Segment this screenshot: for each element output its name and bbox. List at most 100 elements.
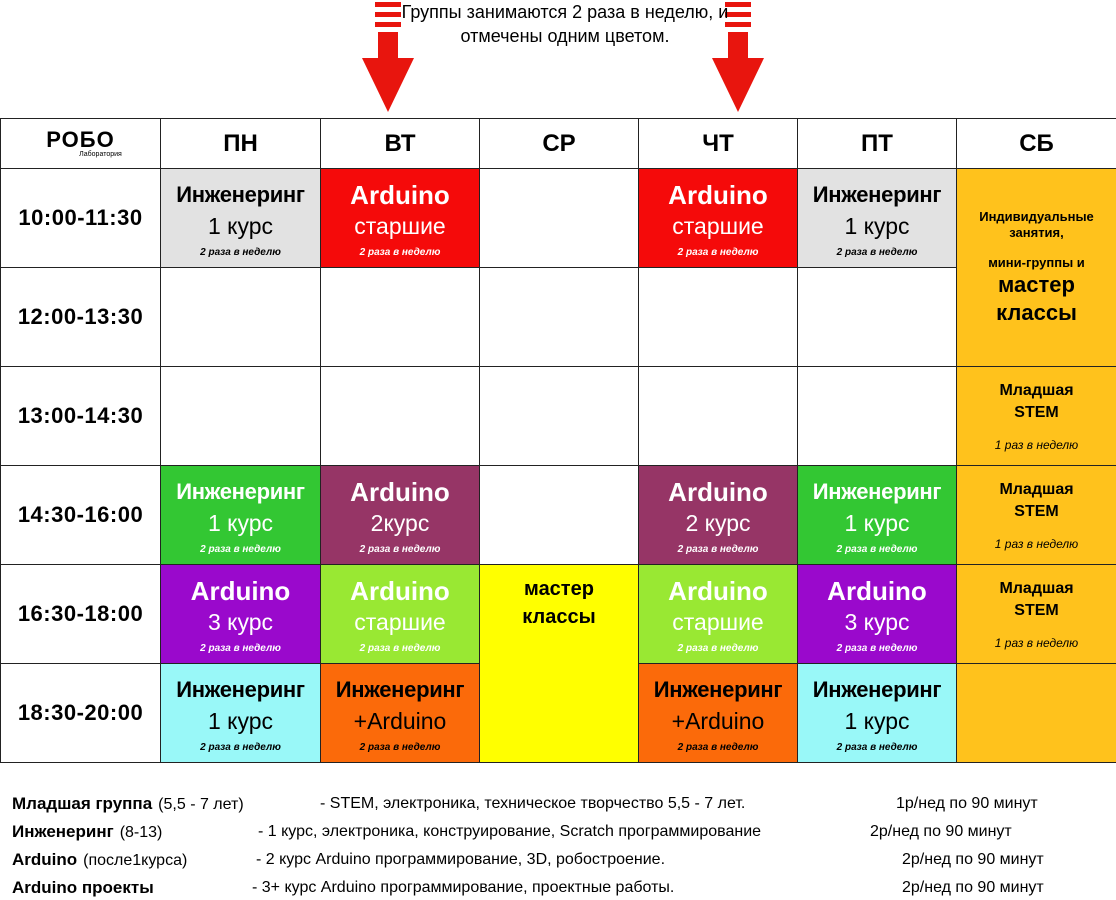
- time-cell: 16:30-18:00: [0, 564, 161, 664]
- schedule-cell: [320, 366, 480, 466]
- cell-title: Младшая STEM: [999, 481, 1074, 520]
- day-label: ПТ: [861, 129, 893, 157]
- legend-row: Младшая группа (5,5 - 7 лет): [12, 794, 244, 814]
- cell-title: Инженеринг: [653, 676, 783, 702]
- schedule-cell: [320, 267, 480, 367]
- cell-title: мастер классы: [522, 578, 596, 628]
- day-label: ПН: [223, 129, 258, 157]
- cell-subtitle: +Arduino: [671, 707, 765, 734]
- time-cell: 12:00-13:30: [0, 267, 161, 367]
- cell-note: 2 раза в неделю: [677, 543, 759, 555]
- schedule-cell: Arduino старшие 2 раза в неделю: [320, 168, 480, 268]
- schedule-cell: [797, 366, 957, 466]
- schedule-cell: Arduino 3 курс 2 раза в неделю: [797, 564, 957, 664]
- schedule-cell: Младшая STEM 1 раз в неделю: [956, 465, 1116, 565]
- schedule-cell: Индивидуальные занятия, мини-группы и маст…: [956, 168, 1116, 367]
- schedule-cell: Младшая STEM 1 раз в неделю: [956, 564, 1116, 664]
- cell-subtitle: 1 курс: [207, 212, 274, 239]
- time-label: 13:00-14:30: [17, 403, 144, 428]
- cell-note: 2 раза в неделю: [836, 741, 918, 753]
- cell-note: 2 раза в неделю: [836, 543, 918, 555]
- schedule-cell: [479, 465, 639, 565]
- cell-subtitle: 1 курс: [844, 212, 910, 239]
- cell-note: 2 раза в неделю: [200, 741, 281, 753]
- day-header: ПТ: [797, 118, 957, 169]
- schedule-cell: Инженеринг 1 курс 2 раза в неделю: [797, 168, 957, 268]
- cell-note: 2 раза в неделю: [677, 246, 759, 258]
- cell-subtitle: 1 курс: [207, 707, 274, 734]
- legend-age: (8-13): [119, 824, 163, 841]
- cell-note: 2 раза в неделю: [200, 246, 281, 258]
- schedule-cell: Arduino старшие 2 раза в неделю: [638, 564, 798, 664]
- cell-title: мастер классы: [996, 271, 1077, 325]
- header-note: Группы занимаются 2 раза в неделю, и отм…: [401, 2, 729, 46]
- cell-subtitle: старшие: [672, 212, 764, 239]
- cell-title: Arduino: [350, 179, 450, 210]
- time-label: 16:30-18:00: [17, 601, 144, 626]
- schedule-cell: [479, 168, 639, 268]
- day-header: СБ: [956, 118, 1116, 169]
- day-label: ВТ: [384, 129, 416, 157]
- day-header: ПН: [160, 118, 321, 169]
- logo-name: РОБО: [46, 127, 115, 152]
- day-header: ВТ: [320, 118, 480, 169]
- schedule-cell: [479, 366, 639, 466]
- schedule-cell: Инженеринг +Arduino 2 раза в неделю: [638, 663, 798, 763]
- schedule-cell: Arduino старшие 2 раза в неделю: [320, 564, 480, 664]
- legend-description: - 2 курс Arduino программирование, 3D, р…: [256, 851, 666, 868]
- logo-subtitle: Лаборатория: [79, 151, 122, 158]
- cell-subtitle: старшие: [354, 212, 446, 239]
- cell-title: Arduino: [668, 476, 768, 507]
- cell-title: Инженеринг: [176, 181, 305, 207]
- schedule-cell: Инженеринг 1 курс 2 раза в неделю: [797, 465, 957, 565]
- cell-title: Инженеринг: [176, 676, 305, 702]
- cell-text: мини-группы и: [988, 254, 1085, 270]
- day-label: СР: [542, 129, 576, 157]
- time-label: 18:30-20:00: [17, 700, 144, 725]
- schedule-cell: [479, 267, 639, 367]
- legend-name: Инженеринг: [12, 822, 114, 841]
- cell-title: Младшая STEM: [999, 382, 1074, 421]
- cell-subtitle: 2 курс: [685, 509, 751, 536]
- legend-description: - STEM, электроника, техническое творчес…: [320, 795, 746, 812]
- schedule-cell: Инженеринг 1 курс 2 раза в неделю: [160, 465, 321, 565]
- schedule-cell: Младшая STEM 1 раз в неделю: [956, 366, 1116, 466]
- logo: РОБО Лаборатория: [0, 118, 161, 169]
- legend-name: Младшая группа: [12, 794, 153, 813]
- legend-description: - 1 курс, электроника, конструирование, …: [258, 823, 762, 840]
- cell-note: 2 раза в неделю: [359, 741, 441, 753]
- cell-title: Инженеринг: [176, 478, 305, 504]
- legend-name: Arduino: [12, 850, 78, 869]
- day-label: ЧТ: [702, 129, 734, 157]
- cell-title: Инженеринг: [812, 478, 942, 504]
- cell-title: Arduino: [668, 575, 768, 606]
- cell-title: Arduino: [827, 575, 927, 606]
- time-label: 12:00-13:30: [17, 304, 144, 329]
- schedule-cell: [797, 267, 957, 367]
- cell-note: 2 раза в неделю: [677, 642, 759, 654]
- cell-subtitle: 1 курс: [207, 509, 274, 536]
- schedule-cell: Инженеринг 1 курс 2 раза в неделю: [160, 663, 321, 763]
- cell-note: 1 раз в неделю: [994, 636, 1079, 650]
- schedule-cell: [160, 366, 321, 466]
- cell-subtitle: 3 курс: [844, 608, 910, 635]
- schedule-cell: Инженеринг 1 курс 2 раза в неделю: [160, 168, 321, 268]
- cell-note: 2 раза в неделю: [359, 246, 441, 258]
- cell-title: Инженеринг: [812, 181, 942, 207]
- cell-note: 2 раза в неделю: [359, 642, 441, 654]
- schedule-cell: [956, 663, 1116, 763]
- legend-name: Arduino проекты: [12, 878, 154, 897]
- cell-note: 2 раза в неделю: [359, 543, 441, 555]
- time-label: 10:00-11:30: [18, 205, 143, 230]
- cell-subtitle: 1 курс: [844, 707, 910, 734]
- day-label: СБ: [1019, 129, 1054, 157]
- cell-subtitle: +Arduino: [353, 707, 447, 734]
- cell-note: 1 раз в неделю: [994, 438, 1079, 452]
- arrows: [362, 2, 764, 112]
- cell-note: 2 раза в неделю: [836, 246, 918, 258]
- cell-subtitle: 1 курс: [844, 509, 910, 536]
- legend-frequency: 2р/нед по 90 минут: [902, 879, 1044, 896]
- schedule-cell: [160, 267, 321, 367]
- time-cell: 18:30-20:00: [0, 663, 161, 763]
